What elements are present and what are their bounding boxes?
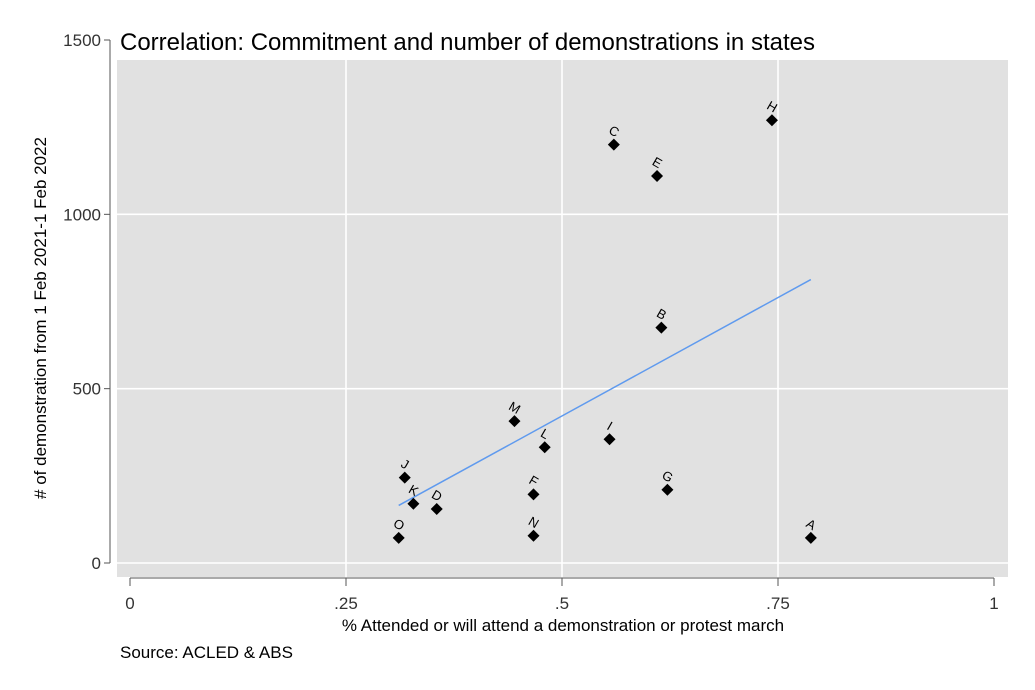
diamond-marker — [603, 433, 616, 446]
fit-line-group — [398, 278, 812, 507]
data-point-i: I — [603, 418, 616, 446]
chart-title: Correlation: Commitment and number of de… — [120, 29, 815, 56]
y-tick-label: 1000 — [63, 205, 101, 224]
y-axis: 0 500 1000 1500 — [63, 31, 111, 573]
diamond-marker — [430, 502, 443, 515]
diamond-marker — [538, 441, 551, 454]
x-axis: 0 .25 .5 .75 1 — [125, 577, 999, 613]
diamond-marker — [804, 531, 817, 544]
diamond-marker — [407, 497, 420, 510]
source-note: Source: ACLED & ABS — [120, 643, 293, 662]
diamond-marker — [392, 531, 405, 544]
point-label: I — [604, 418, 615, 433]
diamond-marker — [527, 529, 540, 542]
x-tick-label: .75 — [766, 594, 790, 613]
x-axis-title: % Attended or will attend a demonstratio… — [342, 616, 784, 635]
diamond-marker — [527, 488, 540, 501]
diamond-marker — [607, 138, 620, 151]
x-tick-label: .5 — [555, 594, 569, 613]
grid-lines — [117, 60, 1008, 577]
diamond-marker — [765, 114, 778, 127]
y-tick-label: 1500 — [63, 31, 101, 50]
diamond-marker — [651, 169, 664, 182]
x-tick-label: .25 — [334, 594, 358, 613]
diamond-marker — [508, 415, 521, 428]
x-tick-label: 1 — [989, 594, 998, 613]
diamond-marker — [661, 483, 674, 496]
diamond-marker — [398, 471, 411, 484]
y-tick-label: 500 — [73, 380, 101, 399]
fit-line — [398, 278, 812, 507]
y-axis-title: # of demonstration from 1 Feb 2021-1 Feb… — [31, 137, 50, 499]
y-tick-label: 0 — [92, 554, 101, 573]
x-tick-label: 0 — [125, 594, 134, 613]
diamond-marker — [655, 321, 668, 334]
